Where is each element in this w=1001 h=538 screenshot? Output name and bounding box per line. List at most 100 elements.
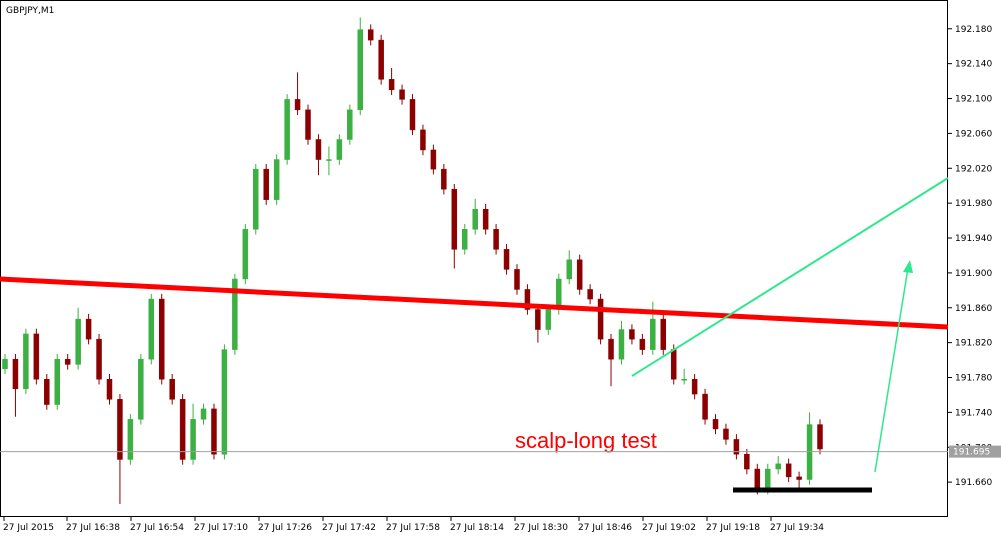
candle-body xyxy=(650,318,656,350)
x-tick-label: 27 Jul 16:38 xyxy=(66,523,120,533)
candle-body xyxy=(211,408,217,455)
arrow-head xyxy=(903,260,913,273)
candle-body xyxy=(284,99,290,160)
candle-body xyxy=(23,333,29,390)
annotation: scalp-long test xyxy=(515,428,657,453)
y-tick-label: 192.140 xyxy=(955,60,992,70)
candle-body xyxy=(315,139,322,160)
candle-body xyxy=(253,168,259,230)
x-tick-label: 27 Jul 18:30 xyxy=(514,523,568,533)
candle-body xyxy=(242,229,249,280)
candle-body xyxy=(691,378,698,395)
candle-body xyxy=(441,168,447,190)
y-tick-label: 191.940 xyxy=(955,234,992,244)
candle-body xyxy=(430,149,437,170)
candle-body xyxy=(796,476,802,480)
arrow-line xyxy=(874,267,909,473)
candle-body xyxy=(618,329,625,360)
candle-body xyxy=(64,358,71,365)
y-tick-label: 191.980 xyxy=(955,199,992,209)
candle-body xyxy=(347,109,353,140)
candle-body xyxy=(775,463,781,470)
candle-body xyxy=(524,289,531,310)
candle-body xyxy=(420,129,426,151)
y-tick-label: 191.820 xyxy=(955,339,992,349)
x-tick-label: 27 Jul 18:46 xyxy=(578,523,632,533)
candle-body xyxy=(54,358,60,405)
candle-body xyxy=(535,309,541,330)
y-tick-label: 192.100 xyxy=(955,95,992,105)
plot-area xyxy=(0,0,948,517)
candle-body xyxy=(765,468,771,490)
candle-body xyxy=(106,378,113,400)
candle-body xyxy=(148,298,155,360)
y-tick-label: 192.180 xyxy=(955,25,992,35)
candle-body xyxy=(127,419,134,460)
current-price-box xyxy=(949,445,1001,458)
candle-body xyxy=(273,159,280,200)
candle-body xyxy=(566,259,572,280)
candle-body xyxy=(723,428,729,440)
candle-body xyxy=(158,298,165,380)
candle-body xyxy=(85,318,92,340)
candle-body xyxy=(326,159,332,161)
y-tick-label: 191.740 xyxy=(955,408,992,418)
y-tick-label: 191.780 xyxy=(955,374,992,384)
candle-body xyxy=(493,229,499,250)
trend-line xyxy=(0,276,949,330)
candle-body xyxy=(785,463,792,478)
x-tick-label: 27 Jul 17:26 xyxy=(258,523,312,533)
x-tick-label: 27 Jul 2015 xyxy=(3,523,54,533)
x-tick-label: 27 Jul 17:42 xyxy=(322,523,376,533)
candle-body xyxy=(461,229,468,250)
candle-body xyxy=(587,289,593,300)
candle-body xyxy=(712,419,719,430)
candle-body xyxy=(702,393,708,420)
candle-body xyxy=(263,168,269,200)
candle-body xyxy=(451,188,458,250)
candle-body xyxy=(179,399,186,460)
candle-body xyxy=(169,378,175,400)
candle-body xyxy=(409,99,416,131)
candle-body xyxy=(660,318,667,350)
candle-body xyxy=(367,29,374,41)
candle-body xyxy=(744,453,750,470)
candle-body xyxy=(138,358,144,420)
x-tick-label: 27 Jul 17:10 xyxy=(194,523,248,533)
y-tick-label: 191.660 xyxy=(955,478,992,488)
candle-body xyxy=(305,109,311,140)
candle-body xyxy=(597,298,604,340)
candle-body xyxy=(388,79,395,91)
candle-body xyxy=(44,378,50,405)
candle-body xyxy=(75,318,81,365)
candle-body xyxy=(399,89,405,100)
candle-body xyxy=(608,338,614,360)
candle-body xyxy=(733,439,740,455)
chart-title: GBPJPY,M1 xyxy=(6,6,54,16)
candle-body xyxy=(232,278,238,350)
y-tick-label: 192.020 xyxy=(955,164,992,174)
candle-body xyxy=(2,358,8,370)
trend-line xyxy=(631,177,949,377)
candle-body xyxy=(670,349,677,380)
x-tick-label: 27 Jul 19:02 xyxy=(642,523,696,533)
candle-body xyxy=(681,378,687,381)
candle-body xyxy=(503,249,510,270)
candle-body xyxy=(629,329,635,340)
candle-body xyxy=(378,39,384,80)
candle-body xyxy=(514,269,520,290)
x-tick-label: 27 Jul 17:58 xyxy=(386,523,440,533)
current-price-label: 191.695 xyxy=(953,448,990,458)
candle-body xyxy=(221,349,228,455)
candle-body xyxy=(294,99,301,111)
candle-body xyxy=(357,29,364,111)
x-tick-label: 27 Jul 19:34 xyxy=(770,523,824,533)
x-tick-label: 27 Jul 19:18 xyxy=(706,523,760,533)
candle-body xyxy=(817,424,823,450)
candle-body xyxy=(33,333,40,380)
y-tick-label: 192.060 xyxy=(955,129,992,139)
y-tick-label: 191.900 xyxy=(955,269,992,279)
candle-body xyxy=(576,259,583,290)
candle-body xyxy=(200,408,207,420)
